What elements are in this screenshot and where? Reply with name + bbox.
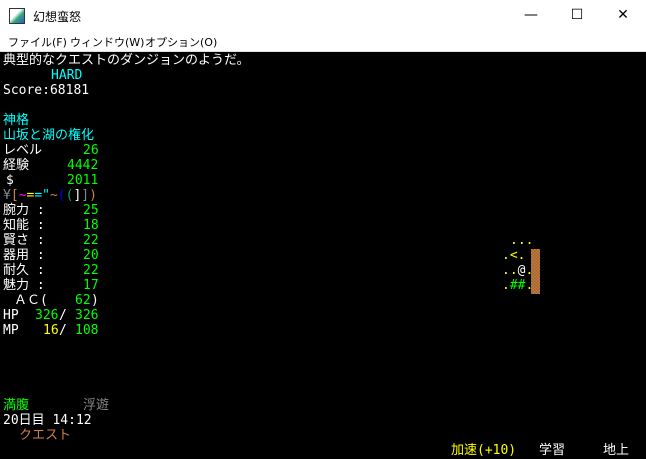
score: Score:68181 <box>3 83 90 98</box>
menu-window[interactable]: ウィンドウ(W) <box>70 36 145 49</box>
mp-slash: / <box>59 323 67 338</box>
map-tile: . <box>502 248 510 263</box>
hunger-status: 満腹 <box>3 398 30 413</box>
map-tile: . <box>525 233 534 248</box>
class: 山坂と湖の権化 <box>3 128 95 143</box>
speed-status: 加速(+10) <box>451 443 517 458</box>
message-line: 典型的なクエストのダンジョンのようだ。 <box>3 53 250 68</box>
menu-bar: ファイル(F) ウィンドウ(W) オプション(O) <box>0 31 646 52</box>
stat-value: 22 <box>83 233 99 248</box>
game-terminal[interactable]: 典型的なクエストのダンジョンのようだ。 HARD Score:68181 神格 … <box>0 52 646 459</box>
study-status: 学習 <box>539 443 566 458</box>
game-time: 20日目 14:12 <box>3 413 92 428</box>
close-button[interactable]: ✕ <box>617 7 629 23</box>
exp-label: 経験 <box>3 158 30 173</box>
levitation-status: 浮遊 <box>83 398 110 413</box>
stat-label: 耐久 : <box>3 263 45 278</box>
gold-label: $ <box>6 173 14 188</box>
equipment-slot: [ <box>10 188 19 203</box>
hp-current: 326 <box>35 308 59 323</box>
map-tile: . <box>525 263 534 278</box>
equipment-slot: ] <box>73 188 82 203</box>
exp-value: 4442 <box>67 158 99 173</box>
mp-current: 16 <box>43 323 59 338</box>
map-tile: . <box>525 278 534 293</box>
stat-label: 魅力 : <box>3 278 45 293</box>
stat-label: 腕力 : <box>3 203 45 218</box>
title-bar: 幻想蛮怒 — ☐ ✕ <box>0 0 646 31</box>
wall-tiles <box>531 249 540 294</box>
gold-value: 2011 <box>67 173 99 188</box>
map-row: .<. <box>502 248 525 263</box>
race: 神格 <box>3 113 30 128</box>
map-tile: . <box>517 248 526 263</box>
map-tile: # <box>517 278 526 293</box>
map-tile: . <box>510 233 518 248</box>
level-label: レベル <box>3 143 43 158</box>
maximize-button[interactable]: ☐ <box>570 7 584 23</box>
minimize-button[interactable]: — <box>524 7 538 23</box>
player-character: @ <box>517 263 526 278</box>
stat-value: 17 <box>83 278 99 293</box>
equipment-slot: ( <box>65 188 74 203</box>
equipment-slot: ] <box>81 188 90 203</box>
equipment-slot: ~ <box>18 188 27 203</box>
app-icon <box>9 8 25 24</box>
equipment-slot: = <box>34 188 43 203</box>
map-tile: . <box>502 278 510 293</box>
equipment-slot: ( <box>57 188 66 203</box>
mp-max: 108 <box>75 323 99 338</box>
hp-max: 326 <box>75 308 99 323</box>
map-tile: . <box>509 263 518 278</box>
map-row: ... <box>510 233 533 248</box>
stat-label: 賢さ : <box>3 233 45 248</box>
location-type: クエスト <box>19 428 72 443</box>
equipment-slot: " <box>42 188 50 203</box>
map-tile: . <box>517 233 526 248</box>
stat-value: 25 <box>83 203 99 218</box>
stat-value: 22 <box>83 263 99 278</box>
depth-status: 地上 <box>603 443 630 458</box>
ac-close: ) <box>91 293 99 308</box>
equipment-slot: ) <box>89 188 97 203</box>
menu-file[interactable]: ファイル(F) <box>8 36 67 49</box>
window-title: 幻想蛮怒 <box>33 10 82 24</box>
ac-value: 62 <box>75 293 91 308</box>
equipment-slot: ¥ <box>3 188 11 203</box>
equipment-line: ¥[~=="~((]]) <box>3 188 97 203</box>
mp-label: MP <box>3 323 19 338</box>
hp-slash: / <box>59 308 67 323</box>
stat-label: 知能 : <box>3 218 45 233</box>
stat-value: 18 <box>83 218 99 233</box>
map-tile: < <box>509 248 518 263</box>
map-row: ..@. <box>502 263 533 278</box>
stat-value: 20 <box>83 248 99 263</box>
level-value: 26 <box>83 143 99 158</box>
map-tile: # <box>509 278 518 293</box>
difficulty: HARD <box>51 68 83 83</box>
equipment-slot: ~ <box>49 188 58 203</box>
equipment-slot: = <box>26 188 35 203</box>
map-row: .##. <box>502 278 533 293</box>
menu-options[interactable]: オプション(O) <box>145 36 218 49</box>
hp-label: HP <box>3 308 19 323</box>
stat-label: 器用 : <box>3 248 45 263</box>
map-tile: . <box>502 263 510 278</box>
ac-label: ＡＣ( <box>14 293 48 308</box>
